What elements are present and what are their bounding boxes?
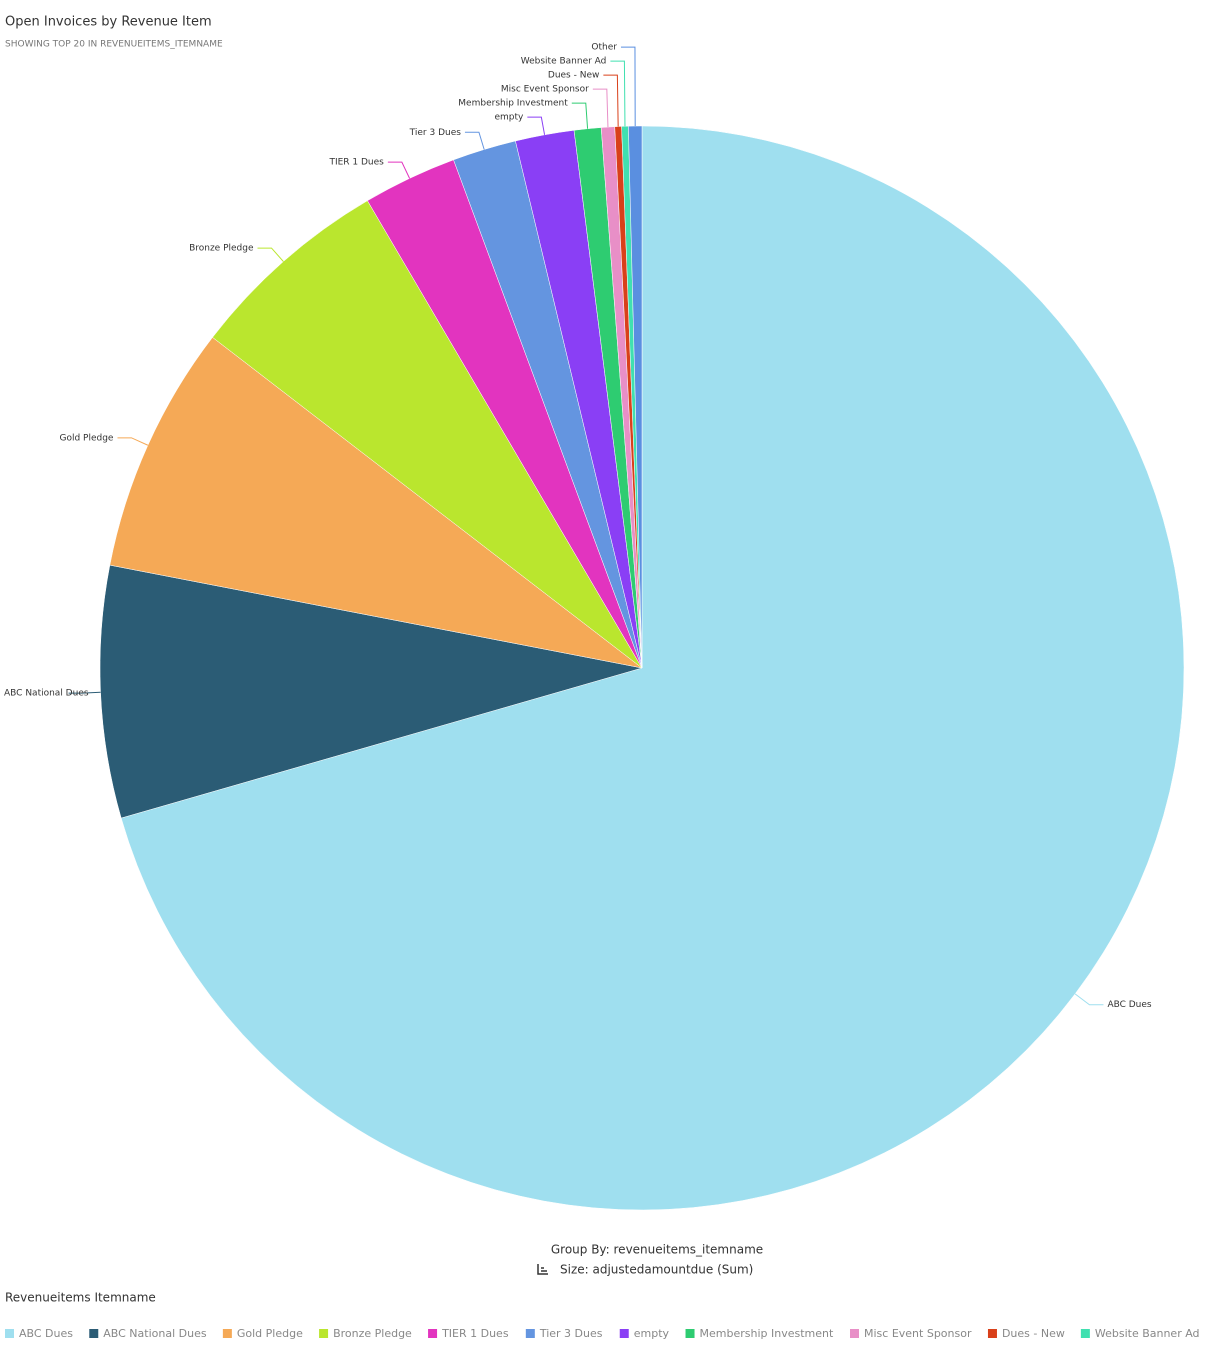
- legend-label: Dues - New: [1002, 1327, 1065, 1340]
- leader-line: [1074, 993, 1104, 1006]
- legend-label: Membership Investment: [700, 1327, 834, 1340]
- pie-slice: [99, 564, 643, 819]
- legend-label: empty: [634, 1327, 670, 1340]
- legend-swatch: [987, 1329, 997, 1338]
- legend-swatch: [685, 1329, 695, 1338]
- legend-swatch: [319, 1329, 329, 1338]
- leader-line: [257, 247, 284, 262]
- legend-label: Bronze Pledge: [333, 1327, 412, 1340]
- group-by: Group By: revenueitems_itemname: [551, 1243, 763, 1257]
- legend-label: Gold Pledge: [237, 1327, 303, 1340]
- leader-line: [603, 74, 619, 127]
- slice-label: Tier 3 Dues: [409, 128, 462, 138]
- slice-label: Membership Investment: [458, 99, 568, 109]
- leader-line: [464, 131, 485, 150]
- slice-label: ABC Dues: [1107, 1000, 1151, 1010]
- pie-slice: [109, 336, 643, 669]
- pie-slice: [212, 200, 643, 669]
- chart-subtitle: SHOWING TOP 20 IN REVENUEITEMS_ITEMNAME: [5, 40, 223, 50]
- legend-swatch: [89, 1329, 99, 1338]
- legend-swatch: [222, 1329, 232, 1338]
- slice-label: Website Banner Ad: [521, 57, 607, 67]
- size-label: Size: adjustedamountdue (Sum): [560, 1263, 753, 1277]
- leader-line: [610, 60, 626, 127]
- legend-label: ABC Dues: [19, 1327, 73, 1340]
- slice-label: Other: [591, 43, 617, 53]
- leader-line: [68, 691, 101, 694]
- leader-line: [592, 88, 609, 128]
- legend-swatch: [525, 1329, 535, 1338]
- legend-label: Misc Event Sponsor: [864, 1327, 972, 1340]
- leader-line: [387, 161, 411, 179]
- legend-swatch: [850, 1329, 860, 1338]
- slice-label: Bronze Pledge: [189, 244, 254, 254]
- legend-label: ABC National Dues: [103, 1327, 207, 1340]
- legend-swatch: [619, 1329, 629, 1338]
- legend-swatch: [5, 1329, 14, 1338]
- legend-title: Revenueitems Itemname: [5, 1291, 156, 1305]
- slice-label: ABC National Dues: [4, 689, 89, 699]
- leader-line: [117, 437, 149, 446]
- slice-label: Dues - New: [548, 71, 599, 81]
- slice-label: Gold Pledge: [59, 433, 113, 443]
- legend-label: Tier 3 Dues: [539, 1327, 603, 1340]
- leader-line: [571, 102, 589, 129]
- size-icon: [537, 1264, 548, 1275]
- leader-line: [620, 46, 636, 127]
- slice-label: Misc Event Sponsor: [501, 85, 589, 95]
- slice-label: empty: [494, 113, 524, 123]
- legend-swatch: [1080, 1329, 1090, 1338]
- legend-label: TIER 1 Dues: [441, 1327, 509, 1340]
- leader-line: [527, 116, 546, 135]
- legend-label: Website Banner Ad: [1095, 1327, 1200, 1340]
- slice-label: TIER 1 Dues: [328, 158, 384, 168]
- legend-swatch: [428, 1329, 438, 1338]
- chart-title: Open Invoices by Revenue Item: [5, 15, 212, 30]
